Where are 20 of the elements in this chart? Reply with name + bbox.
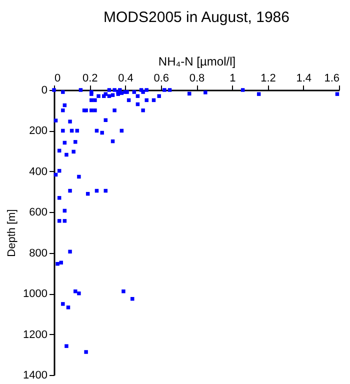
y-tick-label: 1400 (23, 370, 48, 382)
y-tick-label: 400 (29, 166, 48, 178)
chart-title: MODS2005 in August, 1986 (104, 9, 290, 26)
y-tick-label: 1200 (23, 328, 48, 341)
x-tick-label: 1 (230, 72, 236, 84)
y-tick-label: 200 (29, 125, 48, 138)
x-tick-label: 0 (54, 72, 61, 84)
y-tick-label: 1000 (23, 288, 48, 300)
x-tick-label: 0.8 (189, 72, 205, 84)
x-tick-label: 0.6 (154, 72, 170, 84)
x-tick-label: 0.2 (82, 72, 98, 84)
x-tick-label: 1.2 (260, 72, 276, 84)
y-tick-label: 0 (41, 84, 48, 96)
x-tick-label: 1.6 (324, 72, 340, 84)
y-axis-title: Depth [m] (6, 209, 18, 257)
x-tick-label: 0.4 (118, 72, 134, 84)
x-axis-title: NH₄-N [µmol/l] (158, 54, 236, 68)
y-tick-label: 600 (29, 206, 48, 219)
x-tick-label: 1.4 (296, 72, 312, 84)
y-tick-label: 800 (29, 247, 48, 260)
